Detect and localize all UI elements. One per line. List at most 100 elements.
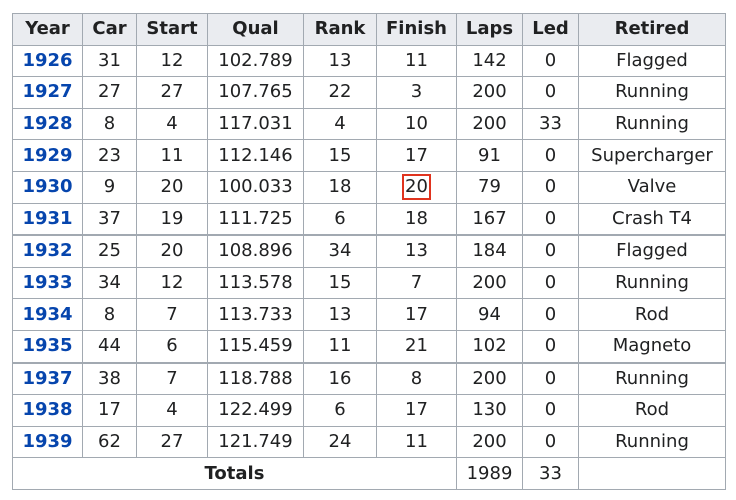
laps-cell: 200	[456, 76, 523, 109]
led-cell: 0	[522, 76, 579, 109]
start-cell: 19	[136, 202, 208, 237]
table-row: 1928 8 4 117.031 4 10 200 33 Running	[12, 107, 726, 141]
year-link[interactable]: 1933	[22, 272, 73, 294]
retired-cell: Rod	[578, 298, 726, 331]
qual-cell: 122.499	[207, 394, 304, 427]
laps-cell: 142	[456, 44, 523, 78]
retired-cell: Running	[578, 425, 726, 459]
finish-cell: 13	[376, 234, 457, 268]
table-row: 1935 44 6 115.459 11 21 102 0 Magneto	[12, 329, 726, 364]
qual-cell: 113.733	[207, 298, 304, 331]
year-link[interactable]: 1938	[22, 399, 73, 421]
table-row: 1930 9 20 100.033 18 20 79 0 Valve	[12, 170, 726, 204]
qual-cell: 100.033	[207, 170, 304, 204]
year-link[interactable]: 1930	[22, 176, 73, 198]
finish-cell-highlighted: 20	[376, 170, 457, 204]
led-cell: 0	[522, 362, 579, 396]
year-cell: 1932	[12, 234, 83, 268]
year-cell: 1937	[12, 362, 83, 396]
start-cell: 4	[136, 394, 208, 427]
laps-cell: 102	[456, 329, 523, 364]
car-cell: 25	[82, 234, 137, 268]
year-cell: 1933	[12, 266, 83, 300]
finish-cell: 17	[376, 139, 457, 172]
year-link[interactable]: 1928	[22, 113, 73, 135]
retired-cell: Rod	[578, 394, 726, 427]
rank-cell: 24	[303, 425, 377, 459]
year-link[interactable]: 1935	[22, 335, 73, 357]
table-row: 1929 23 11 112.146 15 17 91 0 Supercharg…	[12, 139, 726, 172]
year-link[interactable]: 1929	[22, 144, 73, 166]
led-cell: 0	[522, 202, 579, 237]
col-header-led[interactable]: Led	[522, 13, 579, 46]
table-row: 1932 25 20 108.896 34 13 184 0 Flagged	[12, 234, 726, 268]
rank-cell: 22	[303, 76, 377, 109]
year-cell: 1928	[12, 107, 83, 141]
retired-cell: Running	[578, 107, 726, 141]
led-cell: 0	[522, 298, 579, 331]
car-cell: 38	[82, 362, 137, 396]
col-header-qual[interactable]: Qual	[207, 13, 304, 46]
laps-cell: 91	[456, 139, 523, 172]
year-link[interactable]: 1934	[22, 303, 73, 325]
year-link[interactable]: 1937	[22, 367, 73, 389]
year-cell: 1934	[12, 298, 83, 331]
table-row: 1934 8 7 113.733 13 17 94 0 Rod	[12, 298, 726, 331]
led-cell: 0	[522, 329, 579, 364]
laps-cell: 200	[456, 362, 523, 396]
table-row: 1937 38 7 118.788 16 8 200 0 Running	[12, 362, 726, 396]
start-cell: 11	[136, 139, 208, 172]
finish-cell: 3	[376, 76, 457, 109]
laps-cell: 184	[456, 234, 523, 268]
car-cell: 62	[82, 425, 137, 459]
retired-cell: Running	[578, 362, 726, 396]
laps-cell: 94	[456, 298, 523, 331]
qual-cell: 111.725	[207, 202, 304, 237]
rank-cell: 4	[303, 107, 377, 141]
led-cell: 0	[522, 394, 579, 427]
finish-cell: 11	[376, 425, 457, 459]
col-header-retired[interactable]: Retired	[578, 13, 726, 46]
col-header-finish[interactable]: Finish	[376, 13, 457, 46]
car-cell: 31	[82, 44, 137, 78]
retired-cell: Flagged	[578, 44, 726, 78]
totals-retired-empty	[578, 457, 726, 490]
col-header-start[interactable]: Start	[136, 13, 208, 46]
col-header-car[interactable]: Car	[82, 13, 137, 46]
led-cell: 0	[522, 139, 579, 172]
results-table: Year Car Start Qual Rank Finish Laps Led…	[12, 13, 726, 490]
rank-cell: 6	[303, 202, 377, 237]
year-link[interactable]: 1939	[22, 431, 73, 453]
led-cell: 0	[522, 266, 579, 300]
start-cell: 27	[136, 425, 208, 459]
rank-cell: 11	[303, 329, 377, 364]
start-cell: 6	[136, 329, 208, 364]
rank-cell: 16	[303, 362, 377, 396]
year-link[interactable]: 1927	[22, 81, 73, 103]
col-header-year[interactable]: Year	[12, 13, 83, 46]
col-header-laps[interactable]: Laps	[456, 13, 523, 46]
retired-cell: Supercharger	[578, 139, 726, 172]
table-row: 1933 34 12 113.578 15 7 200 0 Running	[12, 266, 726, 300]
table-row: 1939 62 27 121.749 24 11 200 0 Running	[12, 425, 726, 459]
finish-cell: 17	[376, 394, 457, 427]
car-cell: 37	[82, 202, 137, 237]
col-header-rank[interactable]: Rank	[303, 13, 377, 46]
rank-cell: 15	[303, 139, 377, 172]
qual-cell: 112.146	[207, 139, 304, 172]
rank-cell: 13	[303, 44, 377, 78]
finish-cell: 10	[376, 107, 457, 141]
laps-cell: 200	[456, 107, 523, 141]
year-cell: 1931	[12, 202, 83, 237]
qual-cell: 117.031	[207, 107, 304, 141]
year-link[interactable]: 1931	[22, 207, 73, 229]
year-link[interactable]: 1932	[22, 240, 73, 262]
year-link[interactable]: 1926	[22, 49, 73, 71]
finish-highlight-box: 20	[402, 174, 431, 201]
year-cell: 1939	[12, 425, 83, 459]
laps-cell: 200	[456, 425, 523, 459]
car-cell: 23	[82, 139, 137, 172]
laps-cell: 167	[456, 202, 523, 237]
car-cell: 27	[82, 76, 137, 109]
rank-cell: 13	[303, 298, 377, 331]
